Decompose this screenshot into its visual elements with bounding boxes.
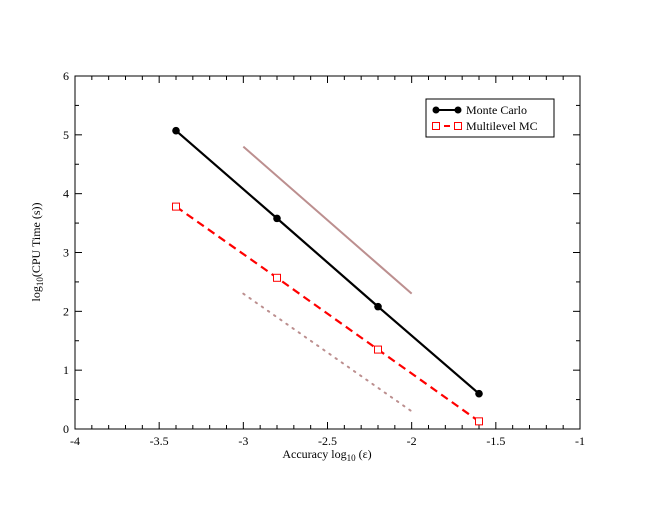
y-tick-label: 0 [63, 422, 69, 436]
y-tick-label: 3 [63, 246, 69, 260]
x-tick-label: -1 [575, 434, 585, 448]
data-point-monte-carlo [374, 302, 382, 311]
legend-box [425, 98, 555, 138]
y-tick-label: 2 [63, 304, 69, 318]
reference-line-dotted [242, 292, 413, 413]
y-tick-label: 1 [63, 363, 69, 377]
legend-marker-multilevel-end [454, 122, 462, 130]
legend-marker-monte-carlo-end [454, 106, 462, 114]
data-point-multilevel-mc [273, 273, 281, 282]
data-point-monte-carlo [172, 126, 180, 135]
ticks-layer: -4 -3.5 -3 -2.5 -2 -1.5 -1 0 1 2 3 4 5 6 [63, 69, 585, 448]
series-line-multilevel-mc [175, 205, 480, 423]
x-axis-label: Accuracy log10 (ε) [282, 447, 371, 463]
data-point-multilevel-mc [475, 417, 483, 426]
data-point-monte-carlo [475, 389, 483, 398]
y-axis-label: log10(CPU Time (s)) [29, 202, 45, 301]
data-point-multilevel-mc [374, 345, 382, 354]
y-tick-label: 6 [63, 69, 69, 83]
reference-lines-layer [242, 145, 413, 413]
x-tick-label: -3 [238, 434, 248, 448]
data-point-monte-carlo [273, 214, 281, 223]
legend-marker-multilevel [432, 122, 440, 130]
legend-marker-monte-carlo [432, 106, 440, 114]
legend-label-monte-carlo: Monte Carlo [466, 103, 527, 117]
x-tick-label: -4 [70, 434, 80, 448]
x-tick-label: -2.5 [318, 434, 337, 448]
series-line-monte-carlo [175, 129, 480, 395]
legend: Monte Carlo Multilevel MC [425, 98, 555, 138]
y-tick-label: 4 [63, 187, 69, 201]
x-tick-label: -3.5 [150, 434, 169, 448]
series-layer [172, 126, 483, 426]
legend-label-multilevel: Multilevel MC [466, 119, 538, 133]
x-tick-label: -1.5 [486, 434, 505, 448]
x-tick-label: -2 [407, 434, 417, 448]
reference-line-solid [242, 145, 413, 295]
data-point-multilevel-mc [172, 202, 180, 211]
y-tick-label: 5 [63, 128, 69, 142]
